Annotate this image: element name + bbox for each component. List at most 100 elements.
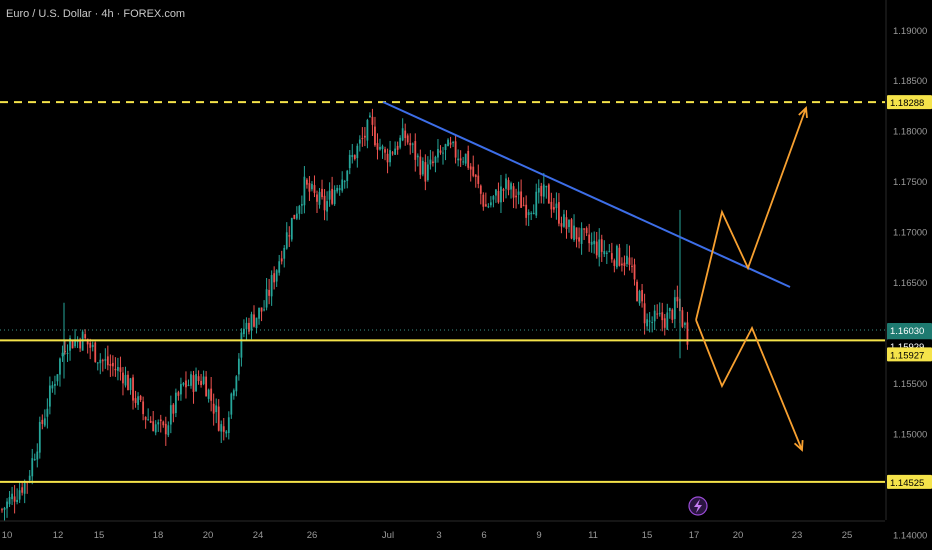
candle-body [23, 481, 26, 494]
price-tag-bg [887, 347, 932, 362]
candle-body [605, 252, 608, 254]
candle-body [369, 115, 371, 118]
date-tick-label: 3 [436, 530, 441, 541]
candle-body [46, 408, 49, 417]
candle-body [353, 155, 356, 159]
candle-body [298, 206, 301, 214]
candle-body [608, 251, 611, 253]
candle-body [437, 149, 439, 158]
candle-body [311, 183, 313, 190]
candle-body [195, 374, 197, 392]
candle-body [3, 507, 6, 510]
candle-body [225, 431, 228, 434]
candle-body [182, 383, 185, 385]
candle-body [631, 265, 633, 267]
candle-body [326, 201, 328, 212]
candle-body [545, 185, 548, 188]
candle-body [41, 419, 44, 424]
date-tick-label: 11 [588, 530, 598, 541]
candle-body [177, 392, 180, 396]
candle-body [129, 378, 132, 391]
candle-body [308, 183, 311, 192]
candle-body [263, 309, 265, 311]
candle-body [447, 139, 449, 147]
candle-body [406, 135, 409, 143]
candle-body [535, 191, 538, 216]
candle-body [643, 303, 646, 324]
candle-body [13, 496, 16, 502]
candle-body [237, 358, 240, 375]
candle-body [1, 509, 3, 511]
candle-body [187, 384, 190, 386]
candle-body [610, 253, 613, 260]
candle-body [43, 418, 46, 426]
candle-body [547, 184, 550, 204]
candle-body [424, 162, 427, 182]
date-tick-label: 12 [53, 530, 64, 541]
candle-body [439, 150, 442, 153]
candle-body [502, 189, 505, 191]
candle-body [684, 323, 686, 325]
candle-body [462, 161, 465, 163]
candle-body [288, 235, 291, 237]
candle-body [603, 251, 606, 255]
candle-body [169, 405, 172, 425]
candle-body [200, 380, 202, 386]
candle-body [472, 166, 475, 176]
candle-body [64, 350, 66, 352]
candle-body [346, 170, 349, 182]
candle-body [217, 406, 220, 431]
candle-body [306, 179, 308, 185]
price-tick-label: 1.15500 [893, 379, 927, 390]
candle-body [449, 142, 452, 145]
candle-body [497, 190, 500, 203]
candle-body [646, 319, 649, 327]
candle-body [512, 186, 515, 198]
candle-body [563, 214, 565, 227]
candle-body [207, 389, 210, 399]
candle-body [230, 393, 233, 415]
price-tag-bg [887, 95, 932, 110]
candle-body [409, 142, 412, 146]
candle-body [154, 424, 157, 433]
candle-body [28, 475, 31, 481]
candle-body [96, 362, 99, 364]
candle-body [124, 374, 127, 386]
candle-body [235, 376, 238, 392]
candle-body [442, 152, 444, 154]
candle-body [313, 185, 316, 193]
candle-body [157, 422, 160, 425]
candle-body [381, 146, 384, 150]
candle-body [560, 223, 563, 227]
candle-body [38, 421, 41, 453]
candle-body [452, 142, 454, 144]
candle-body [530, 213, 533, 215]
candle-body [520, 191, 523, 208]
candle-body [426, 164, 429, 181]
candle-body [585, 228, 588, 234]
date-tick-label: 26 [307, 530, 318, 541]
candle-body [197, 376, 200, 382]
candle-body [11, 493, 13, 500]
candle-body [358, 139, 361, 144]
candle-body [101, 360, 104, 362]
candle-body [117, 366, 119, 371]
candle-body [106, 356, 109, 366]
candle-body [132, 377, 134, 401]
candle-body [580, 228, 583, 244]
date-tick-label: 18 [153, 530, 164, 541]
candle-body [615, 245, 618, 268]
candle-body [454, 141, 457, 158]
candle-body [507, 180, 510, 191]
candle-body [280, 258, 283, 262]
candle-body [164, 423, 167, 435]
candle-body [167, 425, 170, 436]
candle-body [558, 202, 560, 224]
candle-body [255, 317, 258, 329]
candle-body [399, 137, 402, 148]
lightning-icon[interactable] [688, 496, 708, 516]
candle-body [522, 205, 525, 207]
candle-body [192, 375, 195, 392]
candle-body [429, 159, 432, 165]
